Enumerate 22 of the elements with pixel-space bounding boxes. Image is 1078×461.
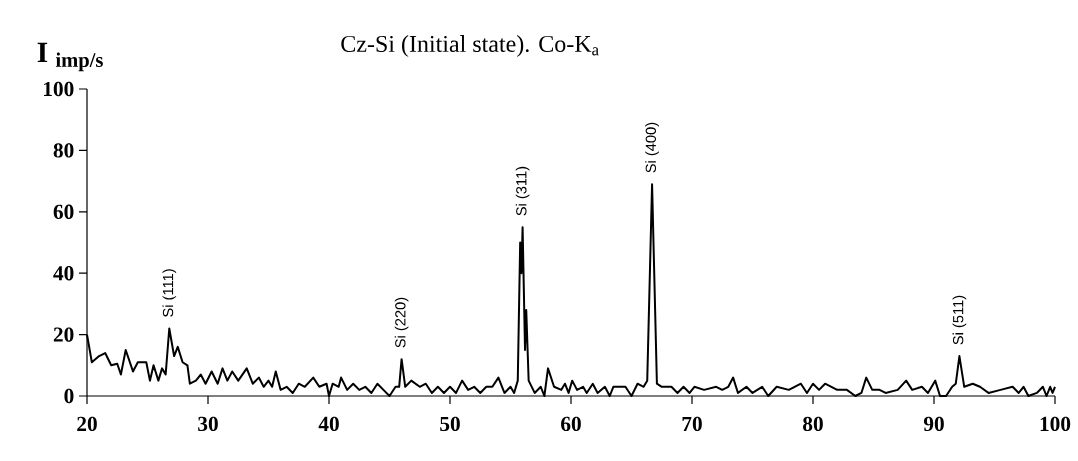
annotation: Si (511)	[952, 295, 967, 345]
y-tick-label: 40	[53, 266, 74, 281]
annotation: Si (311)	[515, 166, 530, 216]
x-tick-label: 20	[77, 416, 97, 432]
x-tick-label: 100	[1040, 416, 1071, 432]
x-tick-label: 90	[923, 416, 944, 432]
x-tick-label: 80	[803, 416, 823, 432]
annotation: Si (111)	[162, 269, 177, 317]
annotation: Si (220)	[394, 297, 409, 348]
chart-title: Cz-Si (Initial state). Co-K$_{a}$	[341, 35, 599, 57]
y-tick-label: 80	[53, 143, 74, 158]
x-tick-label: 50	[440, 416, 460, 432]
y-tick-label: 20	[53, 327, 74, 342]
y-tick-label: 60	[53, 204, 74, 219]
x-tick-label: 70	[682, 416, 702, 432]
x-tick-label: 30	[198, 416, 218, 432]
y-tick-label: 0	[64, 388, 74, 404]
x-tick-label: 40	[318, 416, 339, 432]
annotation: Si (400)	[645, 122, 659, 173]
y-axis-title: I $_{imp/s}$	[37, 42, 103, 72]
x-tick-label: 60	[561, 416, 581, 432]
y-tick-label: 100	[44, 81, 74, 97]
